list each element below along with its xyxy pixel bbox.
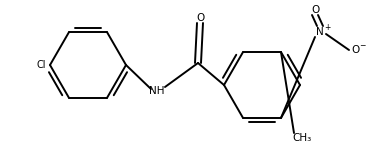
Text: O: O (196, 13, 204, 23)
Text: NH: NH (149, 86, 165, 96)
Text: Cl: Cl (36, 60, 46, 70)
Text: N: N (316, 27, 324, 37)
Text: +: + (324, 22, 330, 32)
Text: CH₃: CH₃ (292, 133, 312, 143)
Text: O: O (351, 45, 359, 55)
Text: O: O (311, 5, 319, 15)
Text: −: − (359, 41, 365, 50)
